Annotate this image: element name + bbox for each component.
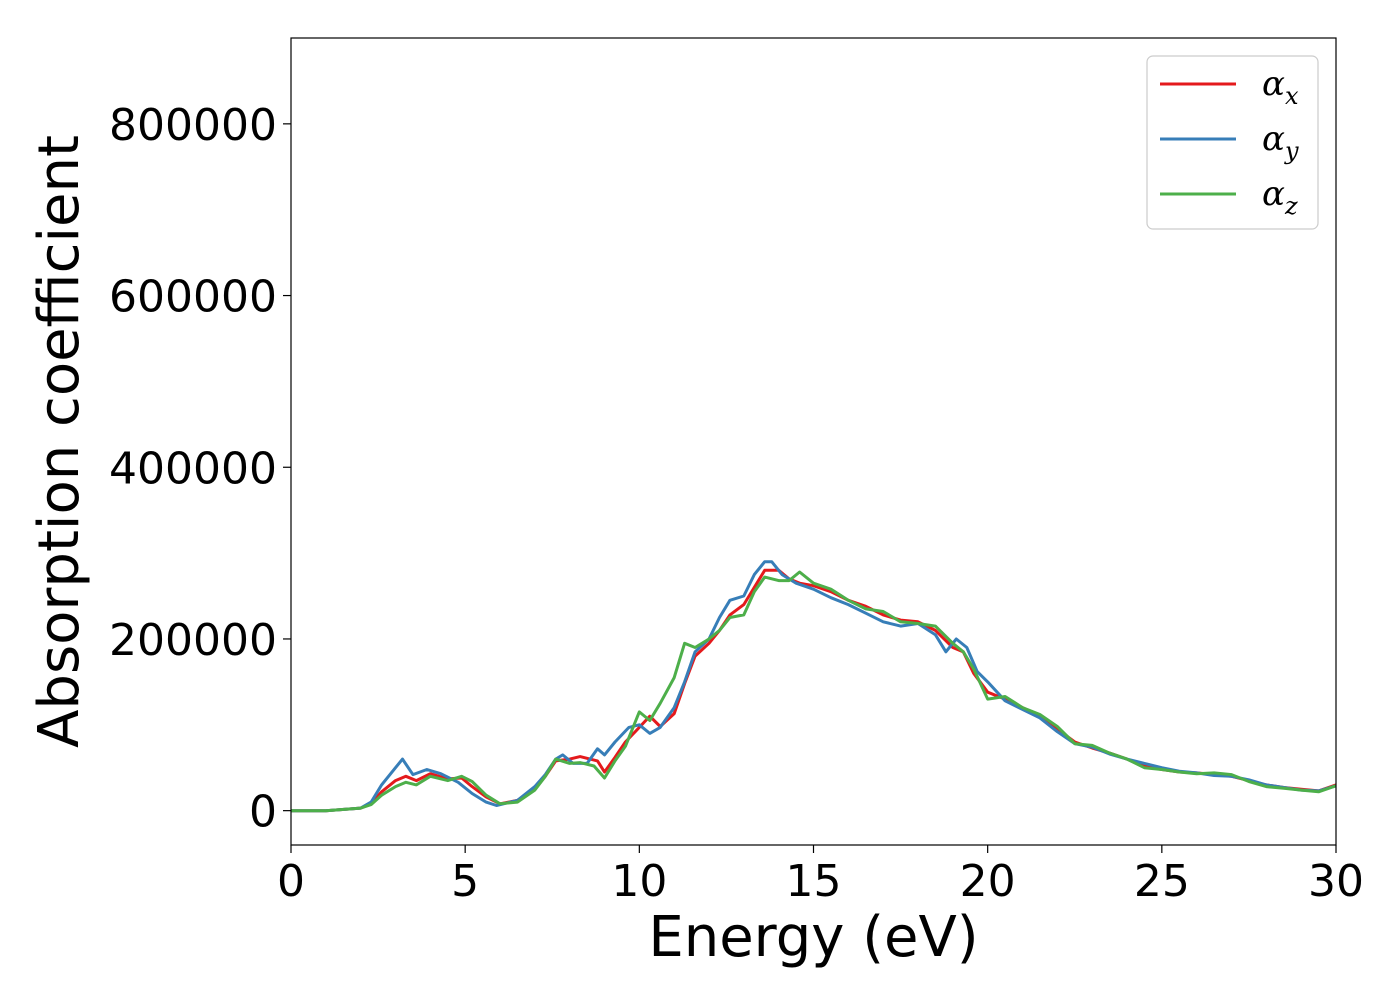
y-tick-label: 400000 <box>109 443 277 494</box>
legend-label-y: αy <box>1262 119 1299 165</box>
x-axis-title: Energy (eV) <box>648 905 978 970</box>
legend-box <box>1146 55 1319 230</box>
legend-label-x: αx <box>1262 64 1299 110</box>
series-line-z <box>291 570 1336 813</box>
x-tick-label: 25 <box>1134 856 1190 907</box>
y-tick-label: 800000 <box>109 100 277 151</box>
x-tick-label: 0 <box>277 856 305 907</box>
x-tick-label: 20 <box>960 856 1016 907</box>
y-axis-title: Absorption coefficient <box>27 135 92 748</box>
plot-lines <box>291 560 1336 813</box>
y-axis: 0 200000 400000 600000 800000 <box>109 100 291 838</box>
x-tick-label: 30 <box>1308 856 1364 907</box>
x-tick-label: 15 <box>786 856 842 907</box>
y-tick-label: 600000 <box>109 272 277 323</box>
y-tick-label: 0 <box>249 787 277 838</box>
legend: αx αy αz <box>1146 55 1319 230</box>
x-tick-label: 5 <box>451 856 479 907</box>
y-tick-label: 200000 <box>109 615 277 666</box>
x-tick-label: 10 <box>611 856 667 907</box>
legend-label-z: αz <box>1262 174 1298 220</box>
x-axis: 0 5 10 15 20 25 30 <box>277 845 1364 907</box>
